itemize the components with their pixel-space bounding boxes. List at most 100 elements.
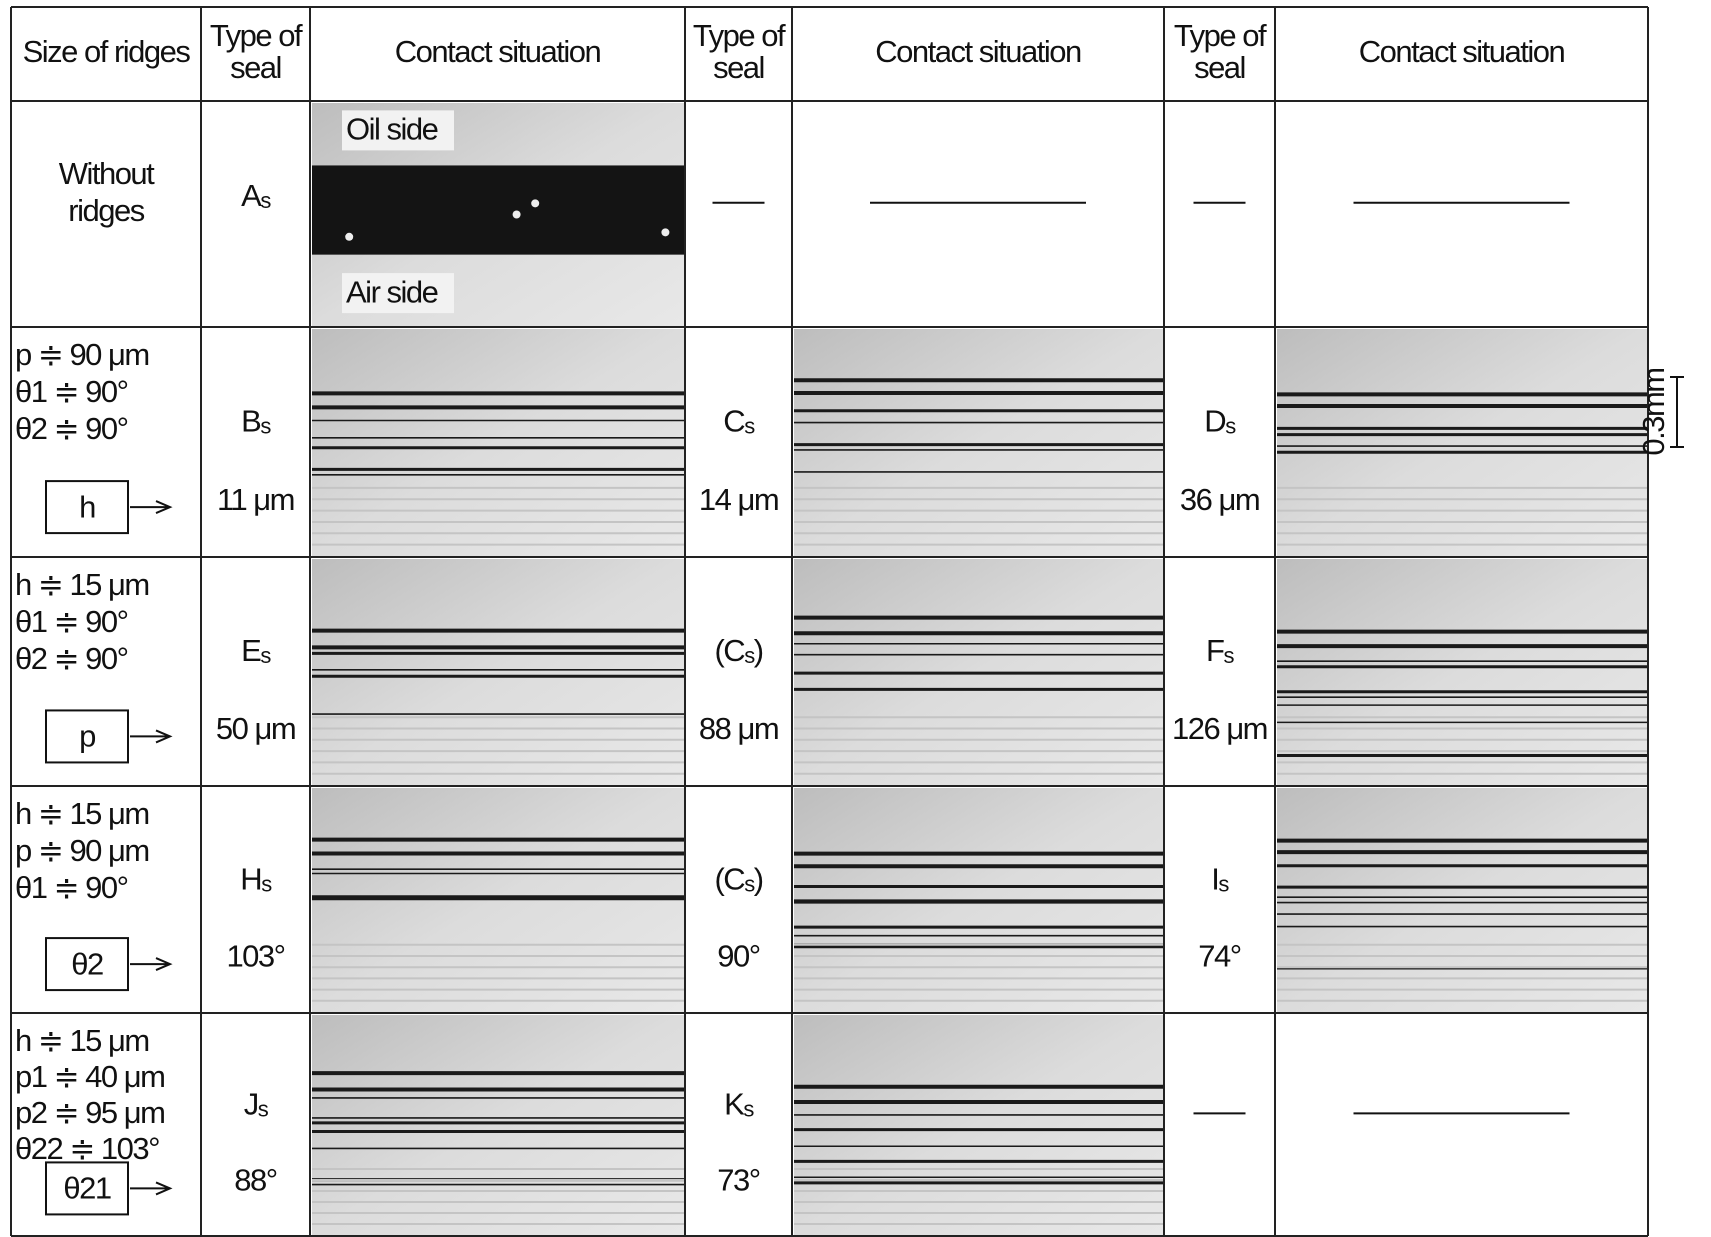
photo xyxy=(794,329,1163,556)
speck xyxy=(531,199,540,208)
photo xyxy=(794,1015,1163,1235)
ridge-text: θ2 ≑ 90° xyxy=(15,641,128,676)
header-text: seal xyxy=(230,50,281,85)
seal-type: (Cs) xyxy=(714,862,762,897)
ridge-text: h ≑ 15 μm xyxy=(15,1023,149,1058)
seal-type-part: s xyxy=(744,413,755,438)
ridge-text: ridges xyxy=(68,193,144,228)
header-text: Type of xyxy=(210,18,303,53)
ridge-value: 90° xyxy=(717,939,759,974)
parameter-box-label: θ2 xyxy=(71,946,103,981)
seal-type-part: B xyxy=(241,404,261,439)
seal-type-part: s xyxy=(260,643,271,668)
seal-type: Hs xyxy=(240,862,272,897)
seal-type-part: C xyxy=(723,404,745,439)
photo-label-bg xyxy=(342,273,454,314)
arrow xyxy=(130,729,173,744)
photo xyxy=(312,1015,684,1235)
ridge-text: p1 ≑ 40 μm xyxy=(15,1059,164,1094)
ridge-value: 88° xyxy=(234,1163,276,1198)
scale-label: 0.3mm xyxy=(1636,368,1671,455)
seal-type: Es xyxy=(241,633,271,668)
seal-type-part: A xyxy=(241,178,262,213)
seal-type: Is xyxy=(1211,862,1229,897)
ridge-value: 14 μm xyxy=(699,482,778,517)
seal-type-part: s xyxy=(744,643,755,668)
seal-type-part: F xyxy=(1206,633,1224,668)
ridge-value: 73° xyxy=(717,1163,759,1198)
seal-type-part: E xyxy=(241,633,261,668)
seal-type-part: s xyxy=(260,413,271,438)
seal-type-part: D xyxy=(1204,404,1225,439)
photo-label: Oil side xyxy=(346,112,438,147)
seal-type-part: J xyxy=(244,1087,258,1122)
ridge-value: 11 μm xyxy=(217,482,294,517)
seal-type-part: s xyxy=(743,1096,754,1121)
ridge-text: θ2 ≑ 90° xyxy=(15,411,128,446)
seal-type-part: s xyxy=(260,188,271,213)
ridge-text: θ22 ≑ 103° xyxy=(15,1131,159,1166)
photo xyxy=(1277,559,1647,785)
ridge-text: θ1 ≑ 90° xyxy=(15,374,128,409)
seal-type: As xyxy=(241,178,271,213)
arrow xyxy=(130,500,173,515)
ridge-value: 74° xyxy=(1198,939,1240,974)
arrow xyxy=(130,1181,173,1196)
ridge-text: p ≑ 90 μm xyxy=(15,833,149,868)
ridge-value: 50 μm xyxy=(216,711,295,746)
speck xyxy=(345,232,354,241)
parameter-box-label: p xyxy=(79,719,95,754)
ridge-text: p ≑ 90 μm xyxy=(15,337,149,372)
parameter-box xyxy=(45,709,129,764)
parameter-box-label: θ21 xyxy=(63,1171,110,1206)
header-text: Type of xyxy=(693,18,786,53)
seal-type-part: (C xyxy=(714,862,745,897)
ridge-text: θ1 ≑ 90° xyxy=(15,870,128,905)
ridge-value: 126 μm xyxy=(1172,711,1267,746)
scale-bar xyxy=(1670,376,1684,448)
seal-type-part: s xyxy=(744,871,755,896)
parameter-box-label: h xyxy=(79,489,95,524)
seal-type-part: K xyxy=(724,1087,745,1122)
seal-type-part: s xyxy=(258,1096,269,1121)
photo-label: Air side xyxy=(346,274,438,309)
photo-label-bg xyxy=(342,110,454,151)
ridge-text: h ≑ 15 μm xyxy=(15,567,149,602)
seal-type-part: s xyxy=(261,871,272,896)
contact-band xyxy=(312,165,684,255)
ridge-value: 88 μm xyxy=(699,711,778,746)
seal-type-part: s xyxy=(1223,643,1234,668)
arrow xyxy=(130,957,173,972)
seal-type-part: I xyxy=(1211,862,1218,897)
header-text: seal xyxy=(713,50,764,85)
seal-type: Ds xyxy=(1204,404,1236,439)
seal-type: (Cs) xyxy=(714,633,762,668)
photo xyxy=(312,559,684,785)
ridge-text: p2 ≑ 95 μm xyxy=(15,1095,164,1130)
header-text: seal xyxy=(1194,50,1245,85)
seal-type-part: s xyxy=(1225,413,1236,438)
seal-type: Fs xyxy=(1206,633,1234,668)
parameter-box xyxy=(45,480,129,535)
seal-type: Ks xyxy=(724,1087,754,1122)
photo xyxy=(1277,788,1647,1012)
seal-type-part: ) xyxy=(754,633,763,668)
ridge-value: 36 μm xyxy=(1180,482,1259,517)
seal-type: Bs xyxy=(241,404,271,439)
ridge-text: θ1 ≑ 90° xyxy=(15,604,128,639)
speck xyxy=(512,210,521,219)
ridge-text: h ≑ 15 μm xyxy=(15,796,149,831)
header-text: Contact situation xyxy=(395,34,601,69)
seal-type-part: H xyxy=(240,862,261,897)
seal-type-part: ) xyxy=(754,862,763,897)
header-text: Size of ridges xyxy=(23,34,191,69)
seal-type-part: s xyxy=(1218,871,1229,896)
seal-type-part: (C xyxy=(714,633,745,668)
seal-type: Cs xyxy=(723,404,755,439)
photo xyxy=(1277,329,1647,556)
seal-type: Js xyxy=(244,1087,269,1122)
photo xyxy=(312,329,684,556)
parameter-box xyxy=(45,937,129,992)
speck xyxy=(661,228,670,237)
